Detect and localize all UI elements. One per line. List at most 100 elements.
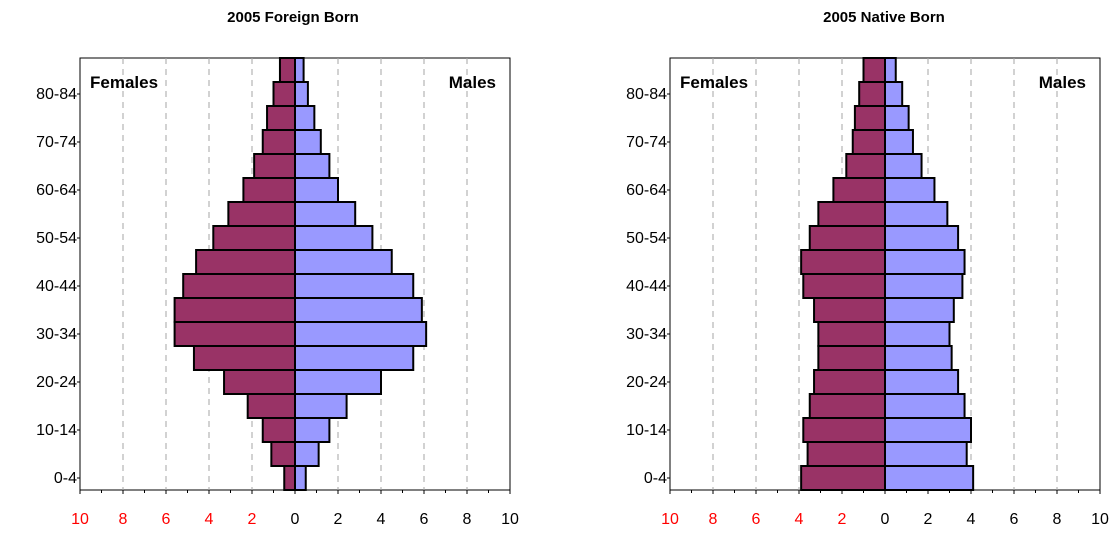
chart-title: 2005 Native Born xyxy=(823,9,945,26)
y-tick-label: 70-74 xyxy=(36,134,77,151)
male-bar-50-54 xyxy=(294,225,374,251)
x-tick-label: 8 xyxy=(709,511,718,528)
female-bar-5-9 xyxy=(270,441,297,467)
female-bar-40-44 xyxy=(802,273,886,299)
x-tick-label: 10 xyxy=(661,511,679,528)
male-bar-60-64 xyxy=(884,177,936,203)
female-bar-60-64 xyxy=(832,177,887,203)
chart-title: 2005 Foreign Born xyxy=(227,9,359,26)
chart-panel-1: 2005 Foreign Born 0-4 10-14 20-24 30-34 40-44… xyxy=(36,9,519,528)
female-bar-35-39 xyxy=(173,297,297,323)
female-bar-70-74 xyxy=(851,129,886,155)
male-bar-15-19 xyxy=(884,393,966,419)
male-bar-70-74 xyxy=(884,129,914,155)
male-bar-30-34 xyxy=(294,321,428,347)
female-bar-80-84 xyxy=(858,81,887,107)
male-bar-0-4 xyxy=(294,465,307,491)
male-bar-70-74 xyxy=(294,129,322,155)
female-bar-50-54 xyxy=(212,225,296,251)
female-bar-65-69 xyxy=(253,153,296,179)
female-bar-0-4 xyxy=(283,465,296,491)
x-tick-label: 4 xyxy=(967,511,976,528)
male-bar-50-54 xyxy=(884,225,960,251)
male-bar-25-29 xyxy=(884,345,953,371)
y-tick-label: 30-34 xyxy=(626,326,667,343)
female-bar-15-19 xyxy=(246,393,296,419)
x-tick-label: 8 xyxy=(463,511,472,528)
x-tick-label: 0 xyxy=(291,511,300,528)
y-tick-label: 60-64 xyxy=(36,182,77,199)
male-bar-5-9 xyxy=(884,441,968,467)
male-bar-55-59 xyxy=(884,201,949,227)
x-tick-label: 6 xyxy=(1010,511,1019,528)
males-label: Males xyxy=(1039,73,1086,92)
male-bar-55-59 xyxy=(294,201,357,227)
female-bar-45-49 xyxy=(195,249,297,275)
female-bar-30-34 xyxy=(817,321,886,347)
males-label: Males xyxy=(449,73,496,92)
females-label: Females xyxy=(680,73,748,92)
male-bar-80-84 xyxy=(294,81,309,107)
male-bar-25-29 xyxy=(294,345,415,371)
female-bar-75-79 xyxy=(853,105,887,131)
y-tick-label: 0-4 xyxy=(644,470,667,487)
male-bar-40-44 xyxy=(294,273,415,299)
female-bar-30-34 xyxy=(173,321,297,347)
y-tick-label: 30-34 xyxy=(36,326,77,343)
male-bar-80-84 xyxy=(884,81,904,107)
female-bar-10-14 xyxy=(802,417,886,443)
male-bar-35-39 xyxy=(294,297,423,323)
female-bar-65-69 xyxy=(845,153,886,179)
female-bar-45-49 xyxy=(800,249,887,275)
male-bar-35-39 xyxy=(884,297,955,323)
female-bar-20-24 xyxy=(223,369,296,395)
x-tick-label: 8 xyxy=(1053,511,1062,528)
y-tick-label: 10-14 xyxy=(36,422,77,439)
x-tick-label: 8 xyxy=(119,511,128,528)
x-tick-label: 10 xyxy=(71,511,89,528)
x-tick-label: 2 xyxy=(248,511,257,528)
y-tick-label: 60-64 xyxy=(626,182,667,199)
male-bar-10-14 xyxy=(884,417,972,443)
female-bar-15-19 xyxy=(808,393,886,419)
x-tick-label: 2 xyxy=(924,511,933,528)
x-tick-label: 2 xyxy=(334,511,343,528)
female-bar-70-74 xyxy=(261,129,296,155)
y-tick-label: 40-44 xyxy=(36,278,77,295)
female-bar-40-44 xyxy=(182,273,296,299)
male-bar-75-79 xyxy=(884,105,910,131)
male-bar-40-44 xyxy=(884,273,964,299)
y-tick-label: 0-4 xyxy=(54,470,77,487)
female-bar-25-29 xyxy=(817,345,886,371)
female-bar-75-79 xyxy=(266,105,296,131)
x-tick-label: 4 xyxy=(205,511,214,528)
female-bar-60-64 xyxy=(242,177,296,203)
male-bar-65-69 xyxy=(884,153,923,179)
chart-panel-2: 2005 Native Born 0-4 10-14 20-24 30-34 40-44 5… xyxy=(626,9,1109,528)
y-tick-label: 40-44 xyxy=(626,278,667,295)
y-tick-label: 50-54 xyxy=(626,230,667,247)
females-label: Females xyxy=(90,73,158,92)
y-tick-label: 50-54 xyxy=(36,230,77,247)
y-tick-label: 20-24 xyxy=(626,374,667,391)
male-bar-45-49 xyxy=(294,249,393,275)
male-bar-60-64 xyxy=(294,177,339,203)
x-tick-label: 0 xyxy=(881,511,890,528)
male-bar-45-49 xyxy=(884,249,966,275)
female-bar-80-84 xyxy=(272,81,296,107)
male-bar-5-9 xyxy=(294,441,320,467)
male-bar-20-24 xyxy=(294,369,382,395)
female-bar-20-24 xyxy=(813,369,886,395)
female-bar-55-59 xyxy=(817,201,886,227)
male-bar-15-19 xyxy=(294,393,348,419)
male-bar-85+ xyxy=(884,57,897,83)
y-tick-label: 20-24 xyxy=(36,374,77,391)
female-bar-55-59 xyxy=(227,201,297,227)
y-tick-label: 10-14 xyxy=(626,422,667,439)
female-bar-35-39 xyxy=(813,297,886,323)
y-tick-label: 80-84 xyxy=(626,86,667,103)
male-bar-10-14 xyxy=(294,417,331,443)
male-bar-20-24 xyxy=(884,369,960,395)
male-bar-30-34 xyxy=(884,321,951,347)
